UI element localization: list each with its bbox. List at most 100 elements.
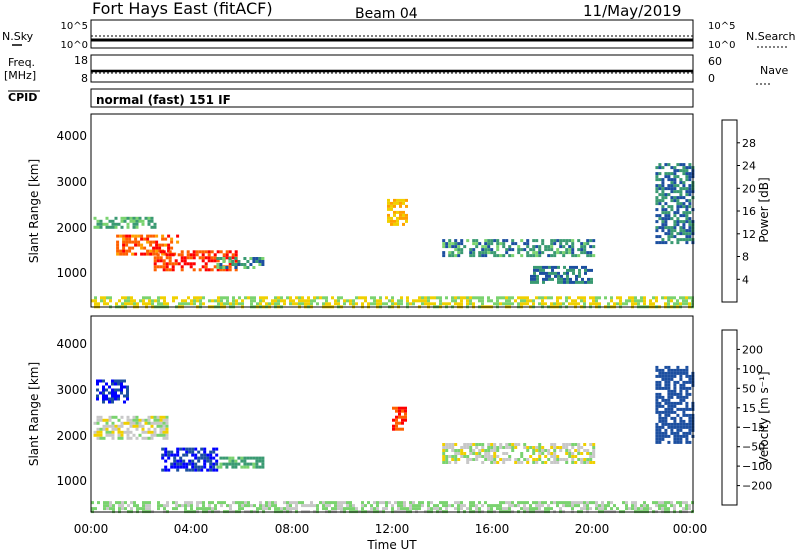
power-cell: [396, 219, 399, 223]
power-cell: [427, 296, 430, 300]
velocity-cell: [340, 504, 343, 508]
velocity-cell: [331, 507, 334, 511]
power-cell: [222, 260, 226, 263]
velocity-cell: [679, 440, 683, 444]
velocity-cell: [376, 501, 379, 505]
velocity-cell: [496, 446, 500, 449]
power-cell: [451, 299, 454, 303]
velocity-cell: [664, 371, 668, 375]
velocity-cell: [325, 501, 328, 505]
power-cell: [122, 246, 126, 250]
velocity-cell: [664, 419, 668, 423]
velocity-cell: [655, 386, 659, 390]
power-cell: [231, 256, 235, 260]
power-cell: [538, 248, 542, 252]
power-cell: [180, 265, 184, 269]
velocity-cell: [658, 386, 662, 390]
power-cell: [148, 299, 151, 303]
power-cell: [445, 242, 449, 246]
velocity-cell: [592, 461, 596, 464]
power-cell: [604, 296, 607, 300]
power-cell: [255, 257, 259, 260]
power-cell: [160, 296, 163, 300]
power-cell: [222, 253, 226, 257]
power-ytick-1000: 1000: [56, 266, 87, 280]
power-cell: [131, 240, 135, 244]
power-cell: [685, 199, 689, 203]
power-cell: [213, 253, 217, 257]
velocity-cell: [634, 501, 637, 505]
power-cell: [250, 296, 253, 300]
nsky-label: N.Sky: [2, 30, 34, 43]
power-cell: [563, 277, 566, 281]
xtick-2000: 20:00: [575, 522, 610, 536]
power-cell: [569, 268, 572, 272]
power-cell: [631, 302, 634, 306]
power-cell: [119, 249, 123, 253]
power-cell: [685, 172, 689, 176]
velocity-cell: [150, 433, 154, 437]
velocity-cell: [392, 427, 395, 431]
velocity-cell: [191, 462, 195, 466]
velocity-cell: [99, 418, 103, 422]
velocity-cell: [583, 449, 587, 452]
velocity-cell: [219, 456, 223, 460]
power-cell: [520, 254, 524, 258]
power-cell: [256, 302, 259, 306]
velocity-cell: [538, 443, 542, 446]
power-cell: [151, 302, 154, 306]
velocity-cell: [102, 385, 105, 389]
velocity-cell: [667, 422, 671, 426]
power-cell: [448, 245, 452, 249]
power-cell: [217, 296, 220, 300]
power-cell: [466, 239, 470, 243]
velocity-ylabel: Slant Range [km]: [27, 362, 41, 466]
velocity-cell: [219, 465, 223, 469]
power-cell: [325, 299, 328, 303]
power-cell: [234, 259, 238, 263]
power-cell: [457, 242, 461, 246]
power-cell: [673, 220, 677, 224]
velocity-cell: [664, 413, 668, 417]
power-cell: [229, 302, 232, 306]
power-cell: [190, 302, 193, 306]
velocity-cell: [658, 404, 662, 408]
velocity-cell: [673, 380, 677, 384]
power-cell: [153, 259, 157, 263]
power-cell: [448, 302, 451, 306]
power-cell: [487, 248, 491, 252]
power-cell: [545, 274, 548, 278]
power-y-ticks: 4000 3000 2000 1000: [56, 129, 87, 280]
velocity-cell: [217, 501, 220, 505]
power-cell: [183, 256, 187, 260]
velocity-cell: [295, 507, 298, 511]
power-cell: [661, 184, 665, 188]
velocity-cell: [577, 443, 581, 446]
velocity-cell: [262, 507, 265, 511]
power-cell: [161, 234, 165, 238]
velocity-cell: [141, 424, 145, 428]
velocity-cell: [667, 374, 671, 378]
velocity-cell: [185, 465, 189, 469]
velocity-cell: [541, 449, 545, 452]
power-cell: [250, 302, 253, 306]
velocity-cell: [112, 507, 115, 511]
power-cell: [565, 242, 569, 246]
power-cell: [198, 256, 202, 260]
power-cell: [556, 302, 559, 306]
velocity-cell: [340, 507, 343, 511]
velocity-cell: [352, 507, 355, 511]
power-cell: [457, 245, 461, 249]
power-cell: [454, 254, 458, 258]
power-cell: [399, 198, 402, 202]
date-title: 11/May/2019: [583, 2, 681, 20]
power-cell: [478, 296, 481, 300]
power-cell: [565, 299, 568, 303]
power-cell: [580, 251, 584, 255]
power-cell: [469, 251, 473, 255]
velocity-cell: [259, 501, 262, 505]
power-cell: [140, 246, 144, 250]
velocity-cell: [176, 465, 180, 469]
power-cell: [123, 216, 127, 220]
velocity-cell: [268, 501, 271, 505]
